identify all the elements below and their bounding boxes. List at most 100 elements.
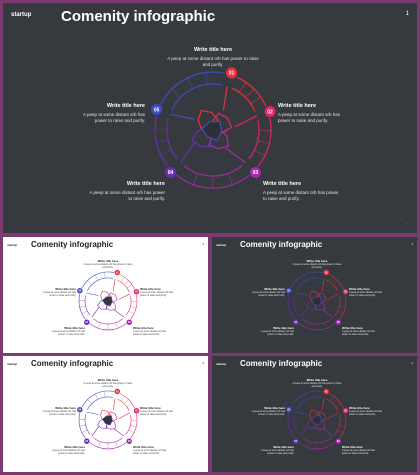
item-5-title: Write title here [106, 103, 145, 109]
page-number: 1 [405, 11, 409, 17]
brand-label: startup [11, 12, 32, 18]
item-4: Write title here A peep at some distant o… [45, 445, 85, 455]
ring-segment [171, 83, 223, 111]
step-number: 05 [287, 409, 290, 412]
spoke-line [321, 398, 325, 411]
item-2: Write title here A peep at some distant o… [140, 287, 178, 297]
ring-tick [126, 284, 133, 289]
step-number: 03 [253, 170, 259, 176]
ring-tick [87, 399, 92, 404]
ring-tick [313, 391, 315, 398]
item-4: Write title here A peep at some distant … [87, 181, 165, 202]
slide-thumb-dark-2[interactable]: startup Comenity infographic 1 01 02 03 04 0… [212, 356, 417, 472]
slide-main[interactable]: startup Comenity infographic 1 01 02 03 04 0… [3, 3, 417, 233]
spoke-line [86, 292, 99, 296]
item-5-title: Write title here [55, 287, 76, 291]
step-number: 02 [344, 291, 347, 294]
ring-segment [334, 296, 341, 316]
ring-tick [95, 274, 99, 281]
ring-tick [296, 280, 301, 285]
item-2-title: Write title here [140, 287, 161, 291]
spoke-line [118, 412, 131, 419]
item-4: Write title here A peep at some distant o… [254, 326, 294, 336]
spoke-line [112, 279, 116, 292]
ring-tick [304, 393, 308, 400]
step-number: 04 [168, 170, 174, 176]
ring-segment [326, 398, 339, 411]
ring-tick [156, 139, 169, 143]
ring-tick [254, 149, 266, 157]
item-5-desc: A peep at some distant orb has power to … [252, 410, 285, 417]
item-1: Write title here A peep at some distant … [163, 47, 263, 68]
item-1: Write title here A peep at some distant o… [292, 259, 342, 269]
slide-title: Comenity infographic [61, 8, 216, 25]
ring-tick [81, 310, 88, 314]
item-4-desc: A peep at some distant orb has power to … [261, 449, 294, 456]
ring-tick [205, 72, 208, 85]
spoke-line [114, 428, 125, 437]
ring-tick [120, 276, 125, 283]
item-4-title: Write title here [64, 326, 85, 330]
slide-thumb-light-2[interactable]: startup Comenity infographic 1 01 02 03 04 0… [3, 356, 208, 472]
center-shape [201, 120, 223, 141]
brand-label: startup [7, 243, 18, 247]
item-2-desc: A peep at some distant orb has power to … [140, 291, 173, 298]
item-1-desc: A peep at some distant orb has power to … [292, 382, 342, 389]
spoke-line [91, 426, 100, 437]
ring-segment [125, 296, 132, 316]
step-node [226, 67, 238, 79]
item-5: Write title here A peep at some distant o… [38, 406, 76, 416]
step-node [133, 288, 140, 295]
cycle-diagram: 01 02 03 04 05 [286, 269, 349, 331]
ring-segment [117, 398, 130, 411]
step-node [293, 319, 299, 325]
step-number: 02 [267, 109, 273, 115]
item-3-title: Write title here [133, 445, 154, 449]
step-number: 02 [135, 410, 138, 413]
ring-tick [335, 403, 342, 408]
step-node [342, 288, 349, 295]
ring-segment [248, 120, 260, 160]
ring-segment [166, 118, 178, 160]
spoke-line [327, 412, 340, 419]
item-5-title: Write title here [55, 406, 76, 410]
item-3-title: Write title here [263, 181, 302, 187]
slide-title: Comenity infographic [31, 359, 114, 368]
item-4-title: Write title here [273, 326, 294, 330]
ring-tick [304, 274, 308, 281]
item-1: Write title here A peep at some distant o… [292, 378, 342, 388]
step-number: 02 [135, 291, 138, 294]
slide-thumb-light-1[interactable]: startup Comenity infographic 1 01 02 03 04 0… [3, 237, 208, 353]
cycle-diagram: 01 02 03 04 05 [77, 388, 140, 450]
item-5: Write title here A peep at some distant o… [247, 406, 285, 416]
item-3-desc: A peep at some distant orb has power to … [133, 449, 166, 456]
ring-tick [187, 77, 194, 89]
spoke-line [179, 142, 196, 163]
slide-thumb-dark-1[interactable]: startup Comenity infographic 1 01 02 03 04 0… [212, 237, 417, 353]
ring-tick [324, 441, 327, 448]
item-3: Write title here A peep at some distant o… [133, 445, 173, 455]
step-node [335, 319, 341, 325]
ring-tick [313, 272, 315, 279]
item-5-desc: A peep at some distant orb has power to … [43, 291, 76, 298]
center-shape [102, 415, 113, 426]
slide-title: Comenity infographic [31, 240, 114, 249]
item-3-desc: A peep at some distant orb has power to … [342, 330, 375, 337]
step-node [84, 438, 90, 444]
item-3-desc: A peep at some distant orb has power to … [133, 330, 166, 337]
item-1-title: Write title here [97, 378, 119, 382]
item-4: Write title here A peep at some distant o… [254, 445, 294, 455]
ring-tick [160, 149, 172, 156]
item-3: Write title here A peep at some distant o… [342, 326, 382, 336]
ring-tick [128, 429, 135, 434]
item-1-title: Write title here [306, 259, 328, 263]
ring-tick [79, 305, 86, 308]
step-number: 01 [229, 71, 235, 77]
spoke-line [295, 411, 308, 415]
ring-segment [117, 279, 130, 292]
item-5-desc: A peep at some distant orb has power to … [43, 410, 76, 417]
spoke-line [118, 293, 131, 300]
item-5: Write title here A peep at some distant … [73, 103, 145, 124]
step-node [293, 438, 299, 444]
item-3: Write title here A peep at some distant o… [133, 326, 173, 336]
